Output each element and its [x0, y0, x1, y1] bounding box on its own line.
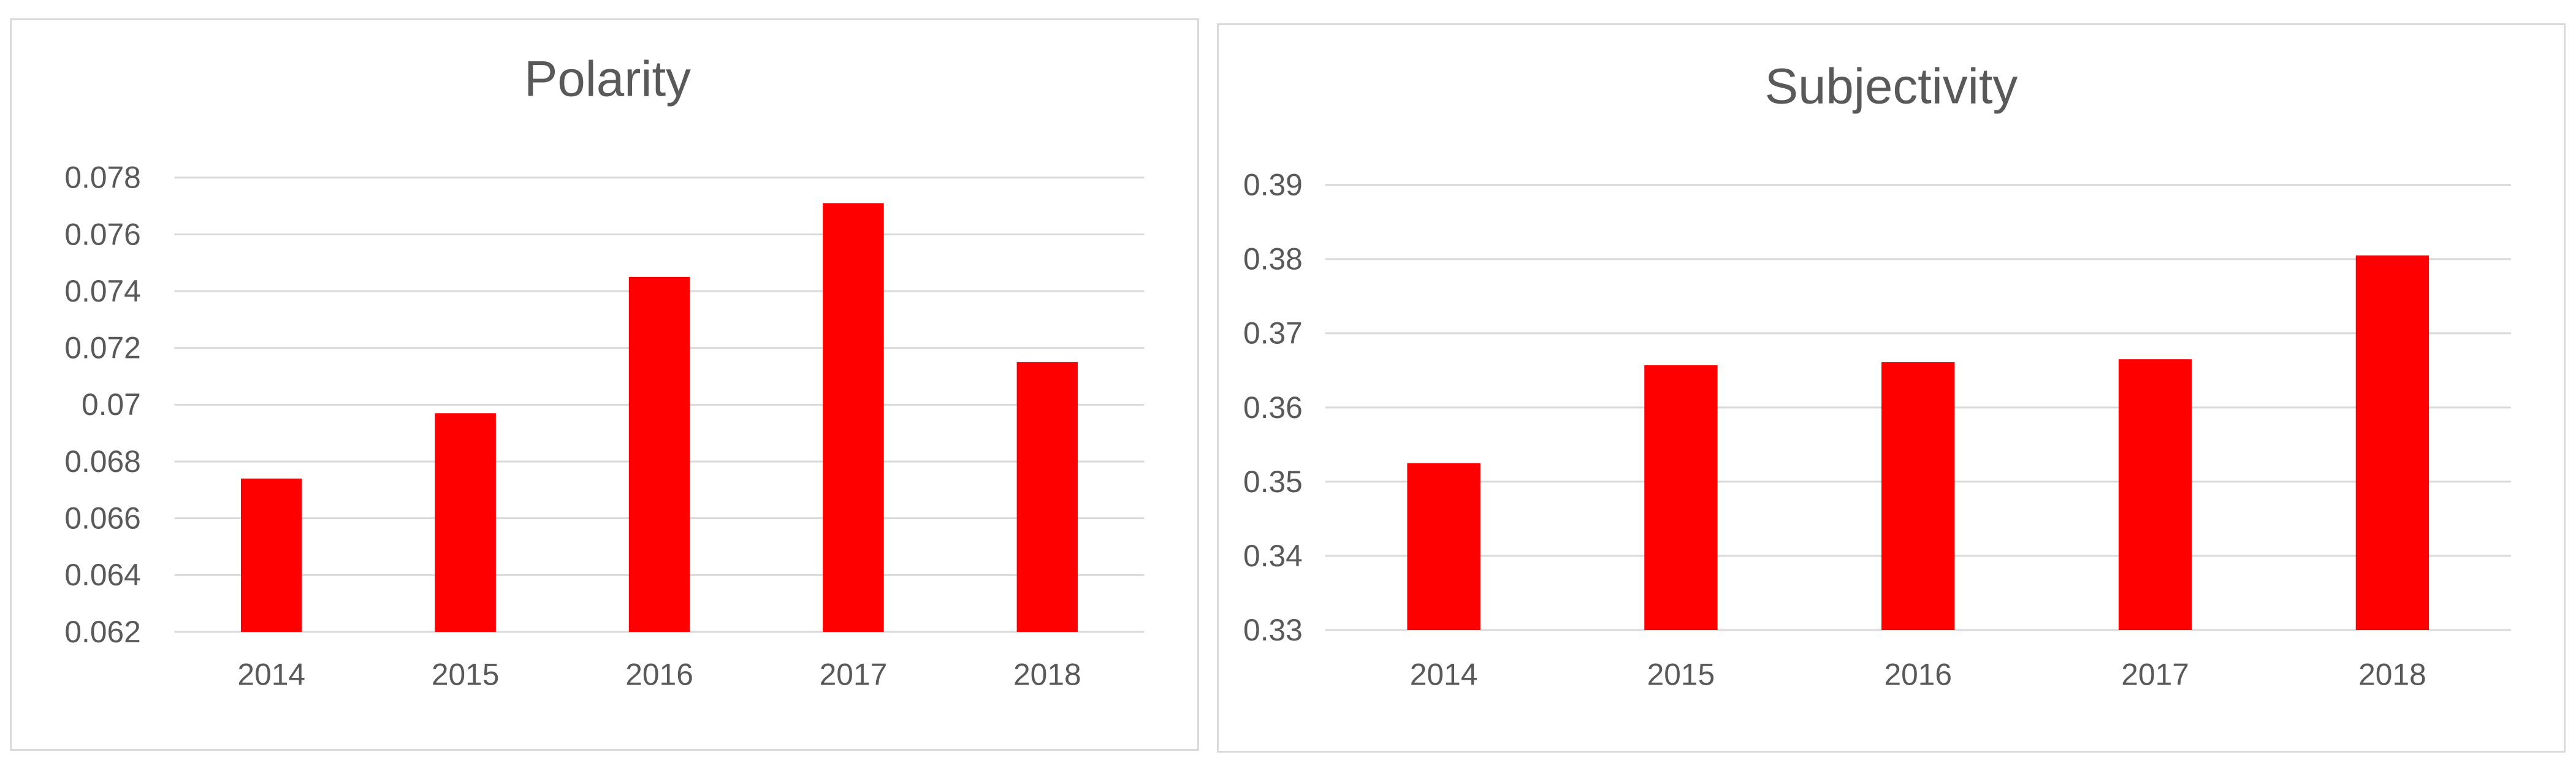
bar-2016 — [1881, 362, 1955, 630]
bar-2018 — [2355, 255, 2429, 630]
bar-2014 — [1407, 463, 1480, 630]
bar-2017 — [823, 203, 884, 632]
polarity-chart: Polarity 0.062 0.064 0.066 0.068 0.07 0.072 0.… — [10, 18, 1199, 751]
x-tick-label: 2014 — [237, 658, 305, 692]
subjectivity-chart-svg: Subjectivity 0.33 0.34 0.35 0.36 0.37 0.38 0.3… — [1243, 58, 2511, 692]
y-tick-label: 0.078 — [64, 161, 140, 195]
x-tick-label: 2016 — [625, 658, 693, 692]
y-tick-label: 0.068 — [64, 444, 140, 479]
chart-title: Subjectivity — [1765, 58, 2018, 114]
y-tick-label: 0.064 — [64, 558, 140, 592]
y-tick-label: 0.39 — [1243, 168, 1303, 202]
y-tick-label: 0.072 — [64, 331, 140, 365]
y-tick-label: 0.066 — [64, 501, 140, 536]
x-tick-label: 2017 — [820, 658, 888, 692]
y-tick-label: 0.34 — [1243, 539, 1303, 573]
chart-title: Polarity — [524, 51, 691, 107]
x-tick-label: 2018 — [1013, 658, 1081, 692]
x-tick-label: 2015 — [1647, 658, 1715, 692]
y-tick-label: 0.36 — [1243, 390, 1303, 425]
x-tick-label: 2016 — [1884, 658, 1952, 692]
x-tick-label: 2018 — [2358, 658, 2426, 692]
subjectivity-chart: Subjectivity 0.33 0.34 0.35 0.36 0.37 0.38 0.3… — [1217, 23, 2566, 753]
x-tick-label: 2014 — [1410, 658, 1478, 692]
bar-2016 — [628, 276, 690, 632]
bar-2014 — [240, 478, 302, 632]
polarity-chart-svg: Polarity 0.062 0.064 0.066 0.068 0.07 0.072 0.… — [64, 51, 1145, 692]
y-tick-label: 0.062 — [64, 615, 140, 649]
bar-2018 — [1016, 362, 1078, 632]
bar-2015 — [1644, 365, 1718, 630]
bar-2017 — [2118, 359, 2192, 630]
y-tick-label: 0.074 — [64, 274, 140, 308]
x-tick-label: 2017 — [2121, 658, 2189, 692]
y-tick-label: 0.076 — [64, 217, 140, 251]
y-tick-label: 0.33 — [1243, 613, 1303, 647]
y-tick-label: 0.07 — [82, 387, 141, 422]
y-tick-label: 0.38 — [1243, 242, 1303, 276]
y-tick-label: 0.37 — [1243, 316, 1303, 351]
y-tick-label: 0.35 — [1243, 465, 1303, 499]
x-tick-label: 2015 — [432, 658, 500, 692]
bar-2015 — [435, 413, 496, 632]
